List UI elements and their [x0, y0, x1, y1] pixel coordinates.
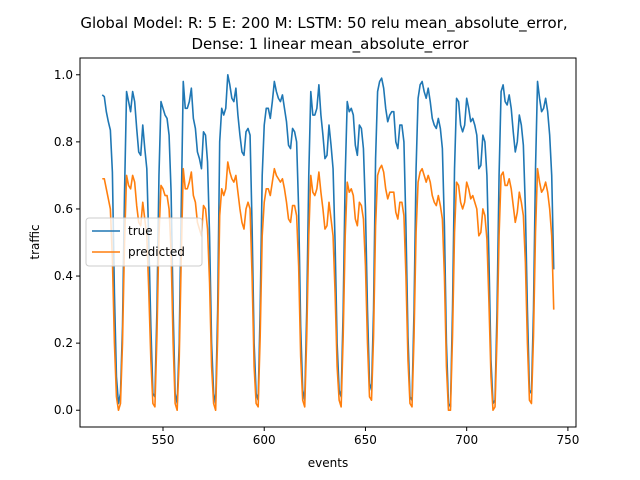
legend-label-predicted: predicted: [128, 245, 185, 259]
series-layer: [101, 73, 555, 412]
chart-title-line-2: Dense: 1 linear mean_absolute_error: [191, 35, 469, 54]
y-tick-label: 0.6: [54, 202, 73, 216]
y-tick-label: 0.8: [54, 135, 73, 149]
legend-box: [85, 217, 203, 267]
legend: true predicted: [85, 217, 203, 267]
x-tick-label: 750: [556, 433, 579, 447]
legend-label-true: true: [128, 224, 153, 238]
x-tick-label: 650: [354, 433, 377, 447]
x-tick-label: 550: [152, 433, 175, 447]
x-tick-label: 700: [455, 433, 478, 447]
series-line-predicted: [102, 161, 555, 412]
plot-frame: [79, 57, 577, 428]
ticks-layer: 550 600 650 700 750 0.0 0.2 0.4 0.6 0.8 1.0: [54, 68, 579, 447]
chart-title-line-1: Global Model: R: 5 E: 200 M: LSTM: 50 re…: [80, 14, 567, 33]
y-tick-label: 0.4: [54, 269, 73, 283]
x-axis-label: events: [308, 456, 348, 470]
y-tick-label: 1.0: [54, 68, 73, 82]
x-tick-label: 600: [253, 433, 276, 447]
y-axis-label: traffic: [28, 224, 42, 259]
y-tick-label: 0.0: [54, 403, 73, 417]
y-tick-label: 0.2: [54, 336, 73, 350]
